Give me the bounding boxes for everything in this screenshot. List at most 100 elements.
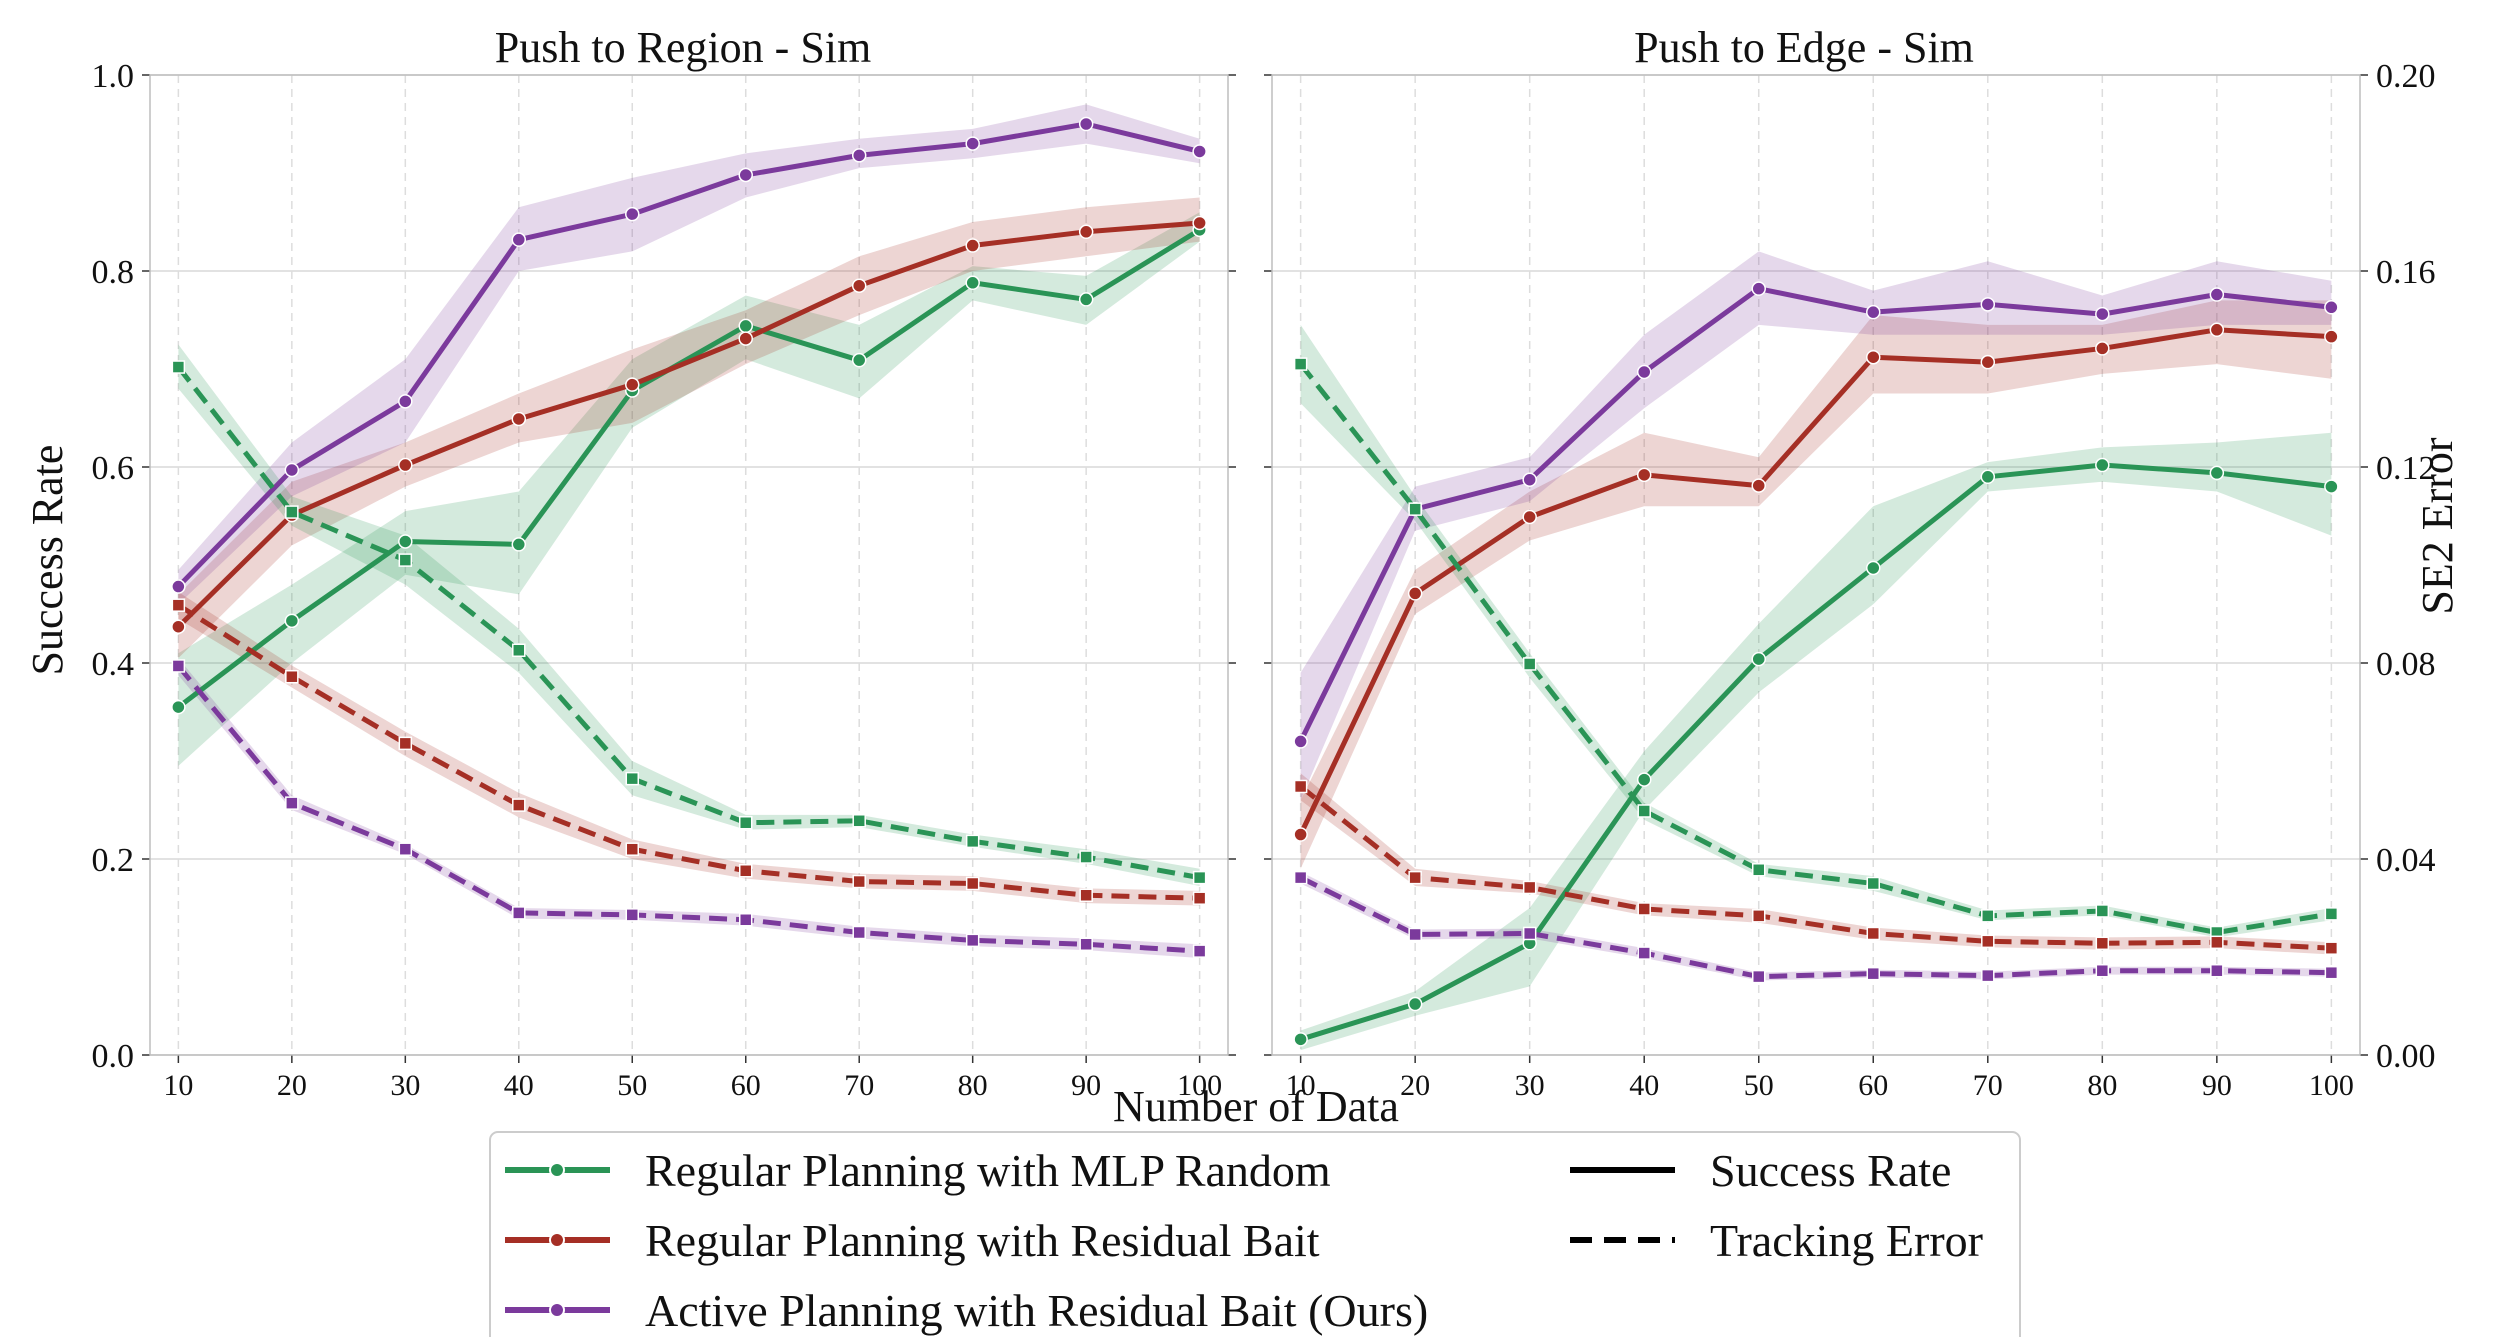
data-point-square	[1522, 657, 1537, 671]
success-rate-line	[176, 220, 1200, 629]
x-tick-label: 70	[1973, 1069, 2003, 1102]
data-point-circle	[1636, 467, 1652, 483]
y-tick-label: 0.2	[92, 842, 135, 879]
x-tick-label: 80	[2087, 1069, 2117, 1102]
x-tick-label: 40	[1629, 1069, 1659, 1102]
data-point-circle	[1192, 215, 1207, 231]
data-point-circle	[2095, 341, 2110, 356]
data-point-circle	[284, 613, 300, 629]
data-point-circle	[851, 352, 867, 368]
data-point-square	[1866, 876, 1881, 891]
data-point-circle	[1078, 292, 1094, 307]
data-point-circle	[1980, 469, 1996, 485]
success-rate-line	[1299, 462, 2332, 1042]
data-point-circle	[171, 579, 186, 594]
data-point-circle	[1636, 772, 1652, 787]
x-axis-label: Number of Data	[1113, 1082, 1399, 1131]
data-point-square	[2095, 904, 2110, 918]
y2-tick-label: 0.08	[2376, 646, 2436, 683]
data-point-square	[512, 643, 526, 658]
data-point-square	[852, 814, 866, 828]
data-point-circle	[2324, 329, 2339, 344]
y2-tick-label: 0.04	[2376, 842, 2436, 879]
x-tick-label: 90	[1071, 1069, 1101, 1102]
y-axis-label-right: SE2 Error	[2413, 437, 2462, 615]
data-point-square	[285, 669, 299, 684]
data-point-square	[852, 874, 866, 889]
y2-tick-label: 0.20	[2376, 58, 2436, 95]
data-point-circle	[284, 462, 300, 478]
data-point-circle	[1866, 304, 1881, 320]
data-point-square	[1981, 968, 1995, 983]
data-point-circle	[1751, 478, 1766, 493]
data-point-circle	[1866, 560, 1881, 576]
data-point-circle	[1522, 509, 1537, 525]
data-point-square	[398, 553, 413, 567]
data-point-circle	[625, 206, 640, 222]
axes-frame	[1271, 74, 2361, 1056]
data-point-circle	[1407, 996, 1423, 1012]
tracking-error-line	[176, 664, 1200, 954]
data-point-square	[2324, 907, 2339, 921]
data-point-square	[285, 505, 299, 519]
confidence-band	[1300, 251, 2332, 801]
tracking-error-line	[1299, 784, 2332, 951]
data-point-square	[738, 913, 753, 927]
data-point-square	[1408, 927, 1422, 942]
y-axis-label-left: Success Rate	[23, 445, 72, 676]
data-point-circle	[398, 534, 413, 549]
data-point-square	[171, 659, 186, 673]
x-tick-label: 100	[1177, 1069, 1222, 1102]
x-tick-label: 30	[1515, 1069, 1545, 1102]
data-point-circle	[1078, 116, 1094, 132]
data-point-square	[1751, 969, 1766, 984]
data-point-circle	[1407, 586, 1423, 601]
data-point-square	[1522, 880, 1537, 895]
right-panel-title: Push to Edge - Sim	[1634, 23, 1974, 72]
data-point-square	[512, 906, 526, 920]
legend-entry-mlp-random: Regular Planning with MLP Random	[505, 1145, 1331, 1196]
data-point-circle	[851, 278, 867, 293]
confidence-band	[1300, 300, 2332, 869]
data-point-circle	[171, 619, 186, 634]
data-point-square	[2324, 965, 2339, 980]
data-point-square	[625, 771, 640, 786]
data-point-circle	[1293, 734, 1308, 749]
x-tick-label: 40	[504, 1069, 534, 1102]
data-point-square	[1293, 870, 1308, 885]
y-tick-label: 0.4	[92, 646, 135, 683]
data-point-square	[1637, 946, 1651, 960]
data-point-square	[1079, 888, 1093, 903]
y2-tick-label: 0.00	[2376, 1038, 2436, 1075]
legend-label-success-rate: Success Rate	[1710, 1145, 1951, 1196]
tracking-error-line	[177, 603, 1200, 901]
data-point-square	[965, 933, 980, 948]
data-point-circle	[1078, 224, 1094, 240]
success-rate-line	[1298, 327, 2332, 836]
data-point-circle	[2209, 465, 2225, 481]
data-point-circle	[2324, 479, 2339, 494]
x-tick-label: 50	[1744, 1069, 1774, 1102]
data-point-circle	[171, 699, 186, 715]
y-tick-label: 0.6	[92, 450, 135, 487]
legend-frame	[489, 1131, 2021, 1337]
data-point-square	[2324, 941, 2339, 955]
data-point-square	[1293, 357, 1308, 371]
data-point-circle	[1980, 354, 1996, 370]
data-point-square	[512, 798, 526, 812]
success-rate-line	[1298, 286, 2332, 743]
data-point-circle	[398, 457, 413, 473]
data-point-circle	[1293, 1032, 1308, 1047]
data-point-circle	[511, 232, 527, 247]
legend-label-residual-bait: Regular Planning with Residual Bait	[645, 1215, 1320, 1266]
x-tick-label: 100	[2309, 1069, 2354, 1102]
data-point-circle	[1751, 651, 1766, 667]
confidence-band	[1300, 773, 2332, 955]
data-point-circle	[398, 394, 413, 409]
legend-entry-active-planning: Active Planning with Residual Bait (Ours…	[505, 1285, 1428, 1336]
data-point-square	[1637, 804, 1651, 818]
data-point-circle	[2095, 306, 2110, 322]
data-point-circle	[738, 331, 753, 346]
x-tick-label: 20	[277, 1069, 307, 1102]
